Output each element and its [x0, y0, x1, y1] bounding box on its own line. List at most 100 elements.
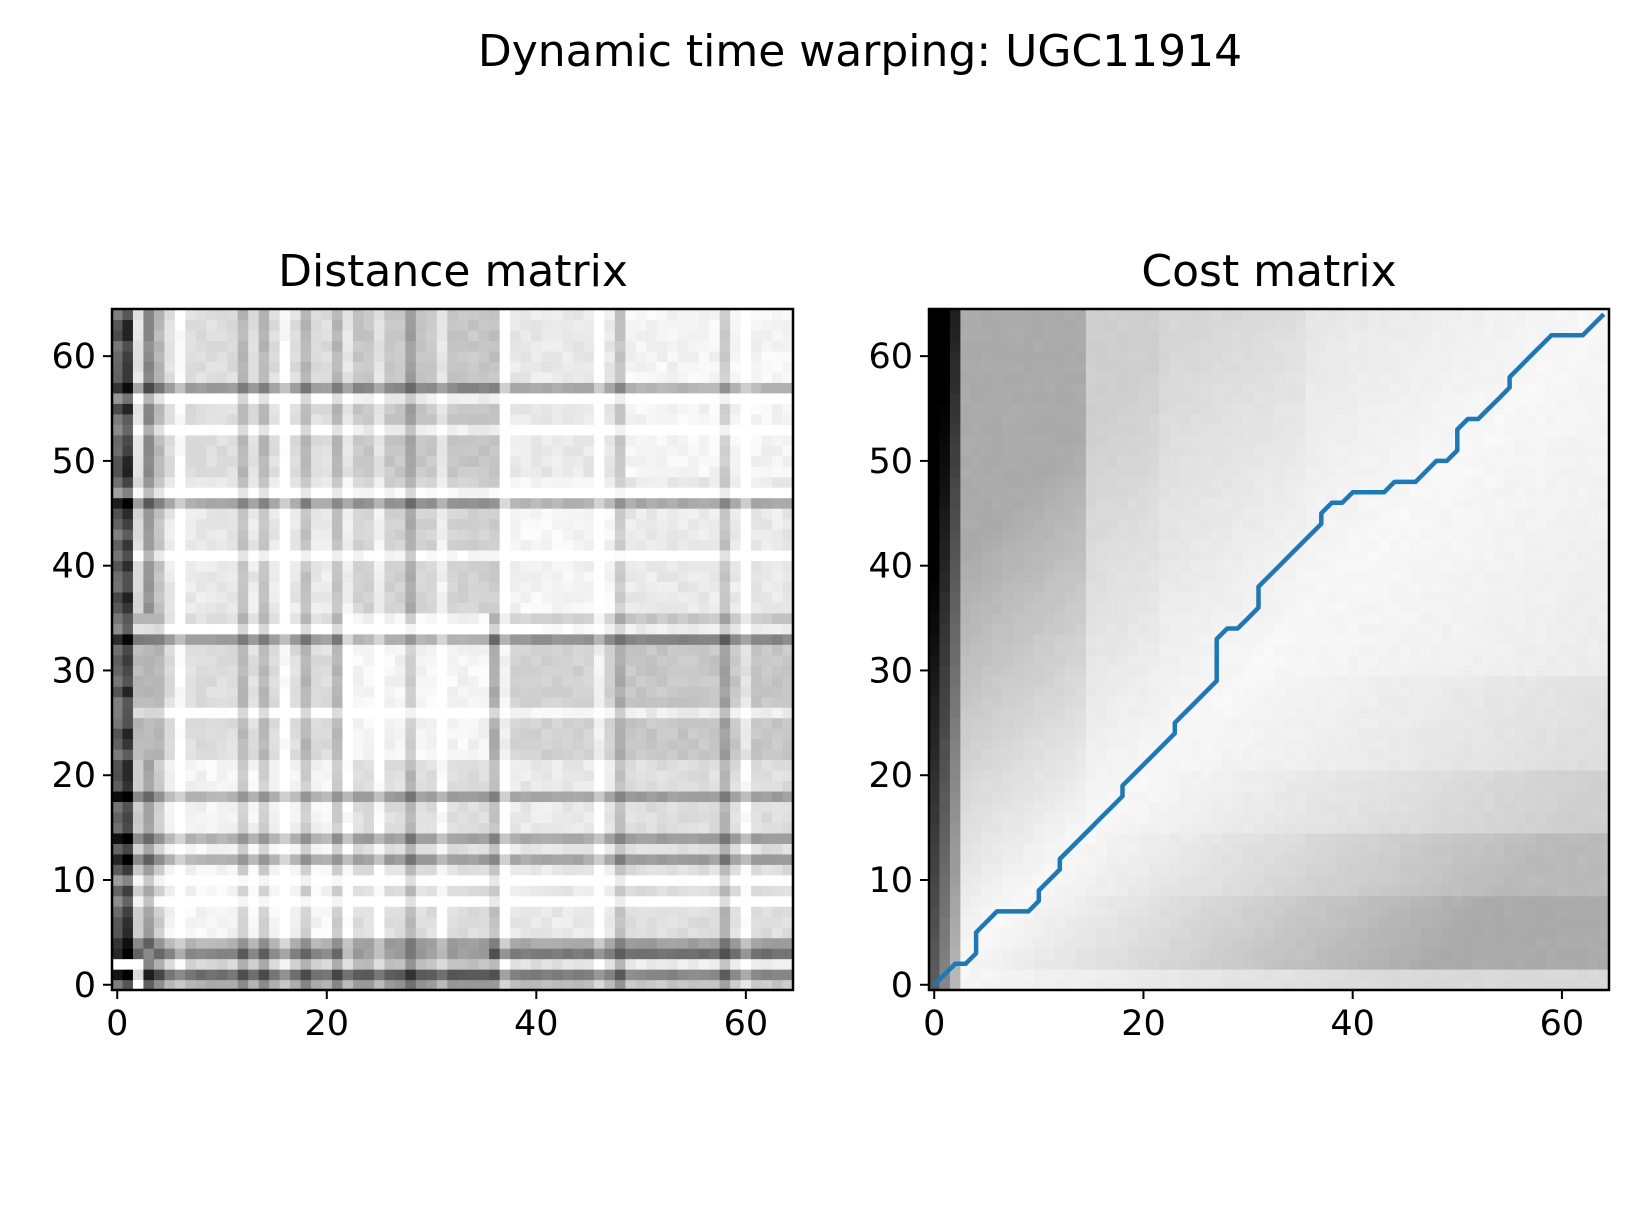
cost-cell [1106, 874, 1118, 886]
distance-cell [531, 654, 543, 666]
distance-cell [290, 623, 302, 635]
distance-cell [531, 728, 543, 740]
distance-cell [583, 361, 595, 373]
distance-cell [415, 591, 427, 603]
distance-cell [311, 665, 323, 677]
distance-cell [457, 728, 469, 740]
distance-cell [143, 644, 155, 656]
distance-cell [562, 874, 574, 886]
cost-cell [1514, 874, 1526, 886]
distance-cell [373, 319, 385, 331]
distance-cell [342, 633, 354, 645]
distance-cell [394, 749, 406, 761]
distance-cell [363, 822, 375, 834]
distance-cell [646, 937, 658, 949]
cost-cell [1023, 864, 1035, 876]
distance-cell [478, 487, 490, 499]
cost-cell [1106, 937, 1118, 949]
distance-cell [269, 602, 281, 614]
distance-cell [541, 707, 553, 719]
distance-cell [279, 570, 291, 582]
distance-cell [363, 382, 375, 394]
distance-matrix-title: Distance matrix [278, 246, 628, 297]
distance-cell [761, 801, 773, 813]
distance-cell [457, 350, 469, 362]
distance-cell [112, 906, 124, 918]
distance-cell [405, 361, 417, 373]
distance-cell [499, 591, 511, 603]
distance-cell [279, 413, 291, 425]
distance-cell [751, 728, 763, 740]
distance-cell [751, 979, 763, 991]
distance-cell [122, 906, 134, 918]
distance-cell [457, 371, 469, 383]
distance-cell [740, 403, 752, 415]
distance-cell [635, 434, 647, 446]
distance-cell [656, 309, 668, 321]
distance-cell [740, 424, 752, 436]
distance-cell [520, 434, 532, 446]
cost-cell [1357, 958, 1369, 970]
cost-cell [1138, 906, 1150, 918]
distance-cell [552, 906, 564, 918]
distance-cell [698, 665, 710, 677]
distance-cell [478, 350, 490, 362]
distance-cell [174, 644, 186, 656]
distance-cell [520, 612, 532, 624]
distance-cell [195, 581, 207, 593]
cost-cell [1577, 895, 1589, 907]
distance-cell [290, 455, 302, 467]
distance-cell [583, 570, 595, 582]
distance-cell [342, 549, 354, 562]
distance-cell [195, 529, 207, 541]
distance-cell [667, 497, 679, 509]
distance-cell [153, 738, 165, 750]
distance-cell [646, 612, 658, 624]
distance-cell [541, 916, 553, 928]
distance-cell [279, 958, 291, 970]
cost-cell [1347, 874, 1359, 886]
cost-cell [991, 874, 1003, 886]
cost-cell [1159, 885, 1171, 897]
distance-cell [352, 738, 365, 750]
distance-cell [614, 371, 626, 383]
distance-cell [614, 591, 626, 603]
cost-cell [1316, 958, 1328, 970]
distance-cell [730, 309, 742, 321]
distance-cell [426, 445, 438, 457]
distance-cell [583, 675, 595, 687]
cost-cell [1577, 948, 1589, 960]
distance-cell [730, 707, 742, 719]
distance-cell [604, 832, 616, 844]
distance-cell [174, 717, 186, 729]
distance-cell [237, 696, 249, 708]
distance-cell [719, 329, 731, 342]
distance-cell [656, 707, 668, 719]
distance-cell [510, 780, 522, 792]
distance-cell [248, 717, 260, 729]
distance-cell [593, 790, 606, 803]
distance-cell [740, 382, 752, 394]
distance-cell [489, 560, 501, 572]
distance-cell [447, 633, 459, 645]
distance-cell [772, 801, 784, 813]
cost-cell [1242, 958, 1254, 970]
distance-cell [290, 864, 302, 876]
cost-cell [1106, 864, 1118, 876]
distance-cell [499, 958, 511, 970]
distance-cell [730, 686, 742, 698]
distance-cell [520, 759, 532, 771]
distance-cell [740, 843, 752, 855]
distance-cell [562, 958, 574, 970]
distance-cell [478, 508, 490, 520]
distance-cell [279, 403, 291, 415]
distance-cell [363, 696, 375, 708]
distance-cell [269, 403, 281, 415]
distance-cell [112, 392, 124, 404]
distance-cell [363, 843, 375, 855]
distance-cell [572, 790, 585, 803]
distance-cell [237, 885, 249, 897]
distance-cell [593, 759, 606, 771]
distance-cell [122, 686, 134, 698]
distance-cell [405, 874, 417, 886]
